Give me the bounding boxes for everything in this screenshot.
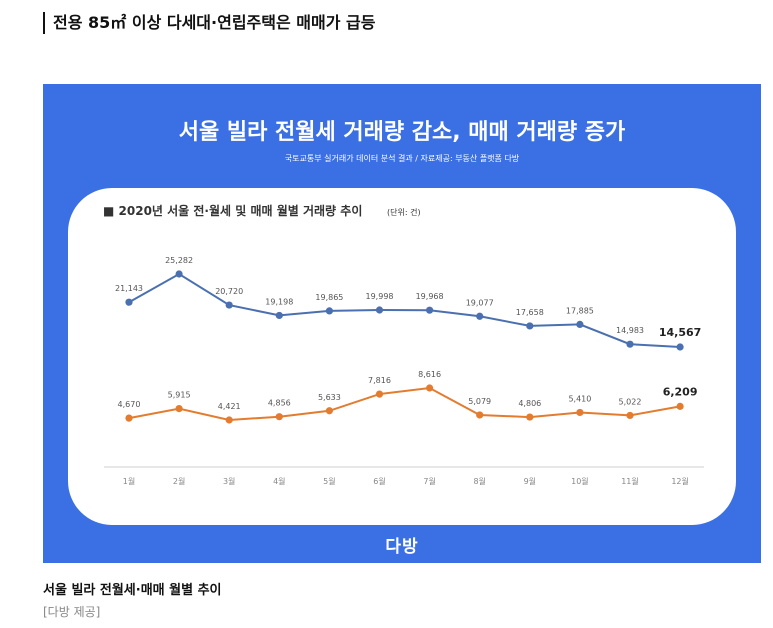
- infographic-subtitle: 국토교통부 실거래가 데이터 분석 결과 / 자료제공: 부동산 플랫폼 다방: [284, 154, 520, 163]
- data-label: 6,209: [663, 385, 698, 398]
- data-label: 19,865: [315, 293, 343, 302]
- x-tick-label: 3월: [223, 476, 235, 486]
- data-label: 14,567: [659, 326, 701, 339]
- x-tick-label: 12월: [671, 476, 689, 486]
- data-point: [626, 411, 634, 420]
- data-point: [275, 413, 283, 421]
- x-tick-label: 6월: [373, 476, 385, 486]
- data-label: 5,633: [318, 393, 341, 402]
- data-point: [375, 306, 384, 314]
- data-point: [325, 307, 333, 315]
- line-chart: ■ 2020년 서울 전·월세 및 매매 월별 거래량 추이 (단위: 건) 1월 2…: [103, 203, 704, 486]
- data-point: [526, 322, 534, 330]
- data-point: [275, 311, 283, 320]
- data-label: 19,998: [366, 292, 394, 301]
- series-line: [128, 386, 681, 422]
- data-point: [225, 301, 233, 309]
- data-label: 4,421: [218, 402, 241, 411]
- data-label: 17,658: [516, 308, 544, 317]
- x-tick-label: 2월: [173, 476, 185, 486]
- image-credit: [다방 제공]: [43, 605, 101, 619]
- data-label: 8,616: [418, 370, 441, 379]
- x-tick-label: 5월: [323, 476, 335, 486]
- data-label: 19,968: [416, 292, 444, 301]
- chart-title: ■ 2020년 서울 전·월세 및 매매 월별 거래량 추이: [103, 203, 362, 218]
- data-point: [125, 414, 133, 422]
- data-label: 19,077: [466, 298, 494, 307]
- data-label: 4,856: [268, 399, 291, 408]
- data-label: 25,282: [165, 256, 193, 265]
- x-tick-label: 10월: [571, 476, 589, 486]
- data-label: 17,885: [566, 306, 594, 315]
- x-tick-label: 9월: [524, 476, 536, 486]
- data-label: 21,143: [115, 284, 143, 293]
- infographic: 서울 빌라 전월세 거래량 감소, 매매 거래량 증가 국토교통부 실거래가 데…: [43, 84, 761, 563]
- data-point: [576, 320, 584, 328]
- image-caption: 서울 빌라 전월세·매매 월별 추이: [43, 583, 222, 598]
- series-line: [128, 272, 681, 348]
- data-point: [375, 390, 384, 398]
- data-label: 14,983: [616, 326, 644, 335]
- chart-unit: (단위: 건): [387, 207, 421, 217]
- data-label: 4,670: [118, 400, 141, 409]
- x-tick-label: 1월: [123, 476, 135, 486]
- data-label: 4,806: [518, 399, 541, 408]
- x-tick-label: 4월: [273, 476, 285, 486]
- data-label: 5,410: [568, 394, 591, 403]
- data-label: 5,079: [468, 397, 491, 406]
- data-label: 19,198: [265, 297, 293, 306]
- data-point: [676, 402, 684, 410]
- x-tick-label: 7월: [423, 476, 435, 486]
- data-point: [476, 411, 484, 419]
- data-label: 20,720: [215, 287, 243, 296]
- dabang-logo: 다방: [385, 537, 419, 557]
- data-point: [576, 408, 584, 417]
- data-label: 5,915: [168, 391, 191, 400]
- data-point: [676, 343, 684, 351]
- data-point: [225, 416, 233, 424]
- data-point: [325, 407, 333, 415]
- data-label: 5,022: [619, 397, 642, 406]
- data-point: [476, 312, 484, 320]
- data-point: [426, 306, 434, 314]
- data-point: [125, 298, 133, 306]
- x-tick-label: 8월: [473, 476, 485, 486]
- x-tick-label: 11월: [621, 476, 639, 486]
- chart-card: ■ 2020년 서울 전·월세 및 매매 월별 거래량 추이 (단위: 건) 1월 2…: [68, 188, 736, 525]
- data-point: [175, 405, 183, 413]
- data-label: 7,816: [368, 376, 391, 385]
- data-point: [426, 384, 434, 392]
- data-point: [626, 340, 634, 348]
- article-headline: 전용 85㎡ 이상 다세대·연립주택은 매매가 급등: [43, 12, 375, 34]
- infographic-title: 서울 빌라 전월세 거래량 감소, 매매 거래량 증가: [178, 120, 626, 145]
- data-point: [175, 270, 183, 278]
- data-point: [526, 413, 534, 421]
